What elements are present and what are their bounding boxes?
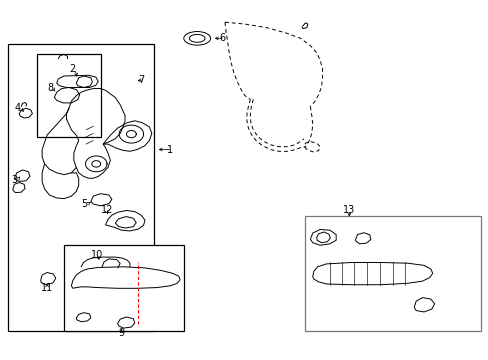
Text: 12: 12: [101, 206, 113, 216]
FancyBboxPatch shape: [8, 44, 154, 330]
Text: 1: 1: [166, 144, 172, 154]
Text: 9: 9: [118, 328, 124, 338]
Text: 4: 4: [14, 103, 20, 113]
FancyBboxPatch shape: [37, 54, 101, 137]
FancyBboxPatch shape: [305, 216, 480, 330]
Text: 2: 2: [69, 64, 75, 74]
Text: 10: 10: [91, 249, 103, 260]
Text: 5: 5: [81, 199, 87, 210]
Ellipse shape: [183, 32, 210, 45]
Text: 11: 11: [41, 283, 53, 293]
Text: 7: 7: [138, 75, 144, 85]
FancyBboxPatch shape: [64, 244, 183, 330]
Text: 3: 3: [11, 175, 18, 185]
Text: 13: 13: [343, 206, 355, 216]
Ellipse shape: [189, 35, 204, 42]
Text: 8: 8: [47, 83, 53, 93]
Text: 6: 6: [219, 33, 225, 43]
